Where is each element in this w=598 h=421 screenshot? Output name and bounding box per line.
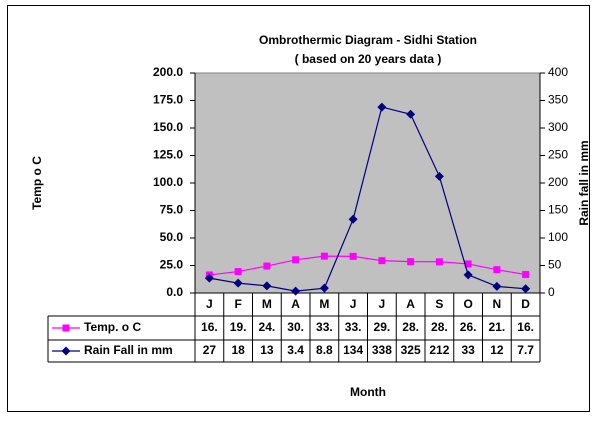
chart-title: Ombrothermic Diagram - Sidhi Station <box>259 33 477 47</box>
table-value: 16. <box>201 320 218 334</box>
table-value: 33. <box>316 320 333 334</box>
x-tick-label: J <box>206 297 213 311</box>
data-point <box>434 171 444 181</box>
data-point <box>521 284 531 294</box>
y2-tick-label: 400 <box>548 65 568 79</box>
data-point <box>463 270 473 280</box>
data-point <box>407 258 415 266</box>
table-value: 33 <box>461 343 475 357</box>
table-value: 7.7 <box>517 343 534 357</box>
data-point <box>292 256 300 264</box>
x-tick-label: N <box>493 297 502 311</box>
table-value: 26. <box>460 320 477 334</box>
legend-marker <box>62 324 70 332</box>
legend-marker <box>61 346 71 356</box>
data-point <box>378 257 386 265</box>
data-point <box>492 281 502 291</box>
x-tick-label: S <box>435 297 443 311</box>
legend-label: Rain Fall in mm <box>84 343 173 357</box>
y-tick-label: 200.0 <box>153 65 183 79</box>
table-value: 13 <box>260 343 274 357</box>
series-line <box>209 106 526 292</box>
y-tick-label: 75.0 <box>160 203 184 217</box>
table-value: 16. <box>517 320 534 334</box>
table-value: 28. <box>431 320 448 334</box>
y2-tick-label: 50 <box>548 258 562 272</box>
y2-tick-label: 300 <box>548 120 568 134</box>
data-point <box>263 262 271 270</box>
x-tick-label: F <box>234 297 241 311</box>
table-value: 28. <box>402 320 419 334</box>
x-tick-label: M <box>319 297 329 311</box>
table-value: 24. <box>259 320 276 334</box>
table-value: 134 <box>343 343 363 357</box>
legend-label: Temp. o C <box>84 320 141 334</box>
table-value: 3.4 <box>287 343 304 357</box>
y2-tick-label: 100 <box>548 230 568 244</box>
data-point <box>348 214 358 224</box>
y2-axis-title: Rain fall in mm <box>577 140 591 225</box>
data-point <box>320 252 328 260</box>
data-point <box>233 278 243 288</box>
x-tick-label: M <box>262 297 272 311</box>
y-tick-label: 50.0 <box>160 230 184 244</box>
table-value: 33. <box>345 320 362 334</box>
y2-tick-label: 250 <box>548 148 568 162</box>
plot-area <box>194 72 541 294</box>
data-point <box>464 260 472 268</box>
data-point <box>319 283 329 293</box>
x-tick-label: A <box>291 297 300 311</box>
table-value: 338 <box>372 343 392 357</box>
table-value: 29. <box>374 320 391 334</box>
data-point <box>493 266 501 274</box>
table-value: 30. <box>287 320 304 334</box>
data-point <box>406 109 416 119</box>
y-axis-title: Temp o C <box>30 156 44 210</box>
data-point <box>234 268 242 276</box>
data-point <box>377 102 387 112</box>
table-value: 8.8 <box>316 343 333 357</box>
data-point <box>262 281 272 291</box>
y2-tick-label: 150 <box>548 203 568 217</box>
data-point <box>291 286 301 296</box>
x-tick-label: J <box>350 297 357 311</box>
data-point <box>204 273 214 283</box>
table-value: 12 <box>490 343 504 357</box>
y-tick-label: 175.0 <box>153 93 183 107</box>
y-tick-label: 0.0 <box>166 285 183 299</box>
chart-subtitle: ( based on 20 years data ) <box>295 52 442 66</box>
y-tick-label: 150.0 <box>153 120 183 134</box>
table-value: 18 <box>231 343 245 357</box>
x-tick-label: J <box>379 297 386 311</box>
y-tick-label: 100.0 <box>153 175 183 189</box>
data-point <box>349 252 357 260</box>
y2-tick-label: 350 <box>548 93 568 107</box>
y2-tick-label: 200 <box>548 175 568 189</box>
data-point <box>522 271 530 279</box>
table-value: 19. <box>230 320 247 334</box>
y2-tick-label: 0 <box>548 285 555 299</box>
table-value: 27 <box>203 343 217 357</box>
table-value: 212 <box>429 343 449 357</box>
y-tick-label: 25.0 <box>160 258 184 272</box>
y-tick-label: 125.0 <box>153 148 183 162</box>
x-tick-label: D <box>521 297 530 311</box>
table-value: 21. <box>489 320 506 334</box>
x-tick-label: O <box>463 297 472 311</box>
x-axis-title: Month <box>350 385 386 399</box>
data-point <box>435 258 443 266</box>
table-value: 325 <box>401 343 421 357</box>
x-tick-label: A <box>406 297 415 311</box>
series-line <box>209 255 526 276</box>
